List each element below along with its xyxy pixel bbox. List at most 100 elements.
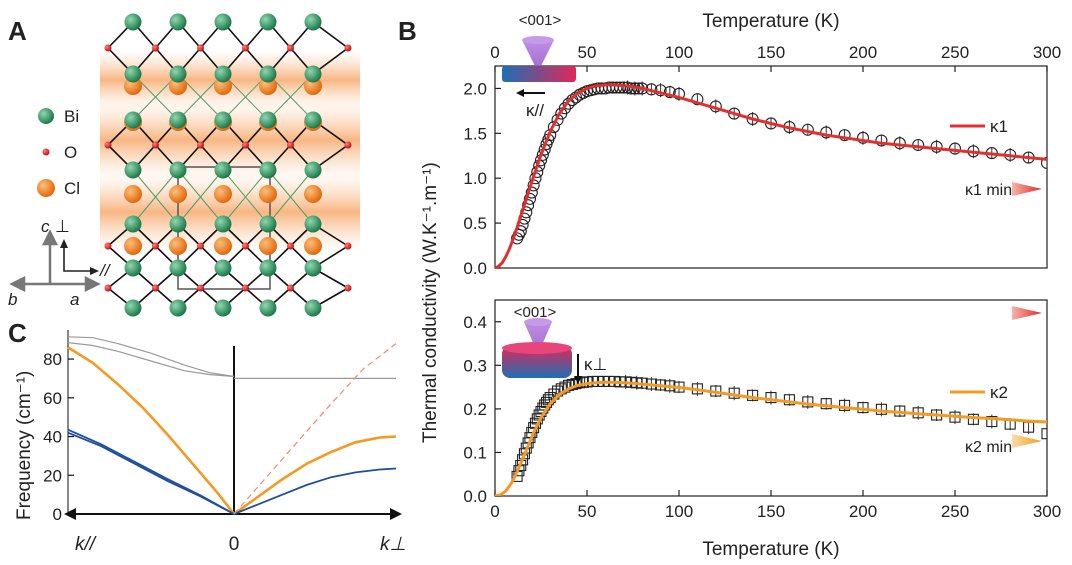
c-axis-arrowhead <box>41 229 59 246</box>
bi-atom <box>214 65 232 83</box>
kappa2-min-label: κ2 min <box>965 439 1012 456</box>
phonon-branch <box>233 343 397 515</box>
cl-atom <box>124 185 142 203</box>
y-tick-label: 2.0 <box>463 79 487 98</box>
bi-atom <box>259 111 277 129</box>
bottom-y-ticks: 0.0 0.1 0.2 0.3 0.4 <box>463 313 501 506</box>
bi-cl-bond <box>222 169 269 225</box>
y-tick-label: 0.1 <box>463 443 487 462</box>
gamma-label: 0 <box>229 534 240 555</box>
sample-disk <box>502 346 572 378</box>
cl-atom <box>169 77 187 95</box>
data-point <box>558 102 571 115</box>
bi-atom <box>259 215 277 233</box>
o-atom <box>242 44 249 52</box>
top-inset: <001> κ// <box>502 12 576 120</box>
bi-atom <box>124 161 142 179</box>
probe-cone <box>524 322 552 354</box>
bi-atom <box>259 299 277 317</box>
o-atom <box>152 284 159 292</box>
phonon-branch <box>233 467 397 515</box>
kappa2-curve <box>495 380 1047 496</box>
c-y-ticks: 0 20 40 60 80 <box>43 350 74 524</box>
bottom-inset: <001> κ⊥ <box>502 304 607 384</box>
bi-atom <box>304 13 322 31</box>
atom-layer <box>104 13 352 317</box>
kappa2-min-wedge <box>1012 434 1042 448</box>
phonon-branches <box>67 336 397 516</box>
bi-atom <box>259 65 277 83</box>
data-point <box>875 134 888 147</box>
bi-atom <box>169 299 187 317</box>
perp-par-arrows <box>63 245 94 272</box>
o-atom <box>197 141 204 149</box>
bi-legend-label: Bi <box>64 107 79 126</box>
bi-cl-bond <box>177 169 224 225</box>
x-tick-label: 300 <box>1033 502 1061 521</box>
top-y-ticks: 0.0 0.5 1.0 1.5 2.0 <box>463 79 501 278</box>
top-inset-kappa: κ// <box>526 101 544 120</box>
panel-letter-c: C <box>8 318 27 348</box>
cl-atom <box>259 237 277 255</box>
bi-atom <box>124 13 142 31</box>
phonon-branch <box>67 431 235 515</box>
cl-atom <box>259 77 277 95</box>
bi-legend-marker <box>38 108 54 124</box>
sample-disk-top <box>502 342 572 354</box>
x-tick-label: 250 <box>941 502 969 521</box>
y-tick-label: 1.5 <box>463 124 487 143</box>
b-axis-label: b <box>8 290 17 309</box>
data-point <box>522 199 535 212</box>
bi-atom <box>259 161 277 179</box>
bottom-xlabel: Temperature (K) <box>702 539 839 560</box>
x-tick-label: 250 <box>941 43 969 62</box>
kappa1-legend-label: κ1 <box>990 117 1008 136</box>
o-atom <box>344 141 352 149</box>
o-atom <box>344 242 352 250</box>
kappa2-legend-label: κ2 <box>990 383 1008 402</box>
data-point <box>856 131 870 144</box>
data-point <box>783 394 795 406</box>
bi-atom <box>259 13 277 31</box>
o-atom <box>287 284 294 292</box>
bi-atom <box>169 161 187 179</box>
panel-letter-b: B <box>398 16 417 46</box>
o-atom <box>104 284 112 292</box>
bottom-x-ticks: 0 50 100 150 200 250 300 <box>490 490 1061 521</box>
data-point <box>1041 428 1047 440</box>
o-legend-label: O <box>64 143 77 162</box>
kappa-perp-arrowhead <box>574 376 582 384</box>
chart-c: Frequency (cm⁻¹) 0 20 40 60 80 k// 0 k⊥ <box>14 330 406 555</box>
o-atom <box>242 242 249 250</box>
bi-atom <box>169 13 187 31</box>
bi-atom <box>214 13 232 31</box>
y-tick-label: 0.5 <box>463 214 487 233</box>
phonon-branch <box>67 428 235 515</box>
bi-atom <box>304 259 322 277</box>
o-atom <box>104 242 112 250</box>
data-point <box>663 85 676 99</box>
bi-atom <box>124 65 142 83</box>
x-tick-label: 100 <box>665 502 693 521</box>
o-atom <box>197 44 204 52</box>
o-atom <box>152 44 159 52</box>
thermal-conductivity-ylabel: Thermal conductivity (W.K⁻¹.m⁻¹) <box>420 162 441 443</box>
kappa1-min-wedge-bottom <box>1012 306 1042 320</box>
data-point <box>518 448 530 460</box>
o-atom <box>152 141 159 149</box>
bi-atom <box>169 111 187 129</box>
y-tick-label: 20 <box>43 466 62 485</box>
a-axis-label: a <box>70 290 79 309</box>
y-tick-label: 0.2 <box>463 400 487 419</box>
data-point <box>1040 156 1047 170</box>
data-point <box>838 129 851 142</box>
kappa1-min-label: κ1 min <box>965 182 1012 199</box>
cl-atom <box>124 77 142 95</box>
x-tick-label: 50 <box>578 43 597 62</box>
phonon-branch <box>67 346 236 515</box>
o-legend-marker <box>42 148 50 156</box>
bi-atom <box>304 111 322 129</box>
perp-arrowhead <box>60 239 68 248</box>
top-inset-label: <001> <box>519 12 562 29</box>
x-tick-label: 100 <box>665 43 693 62</box>
